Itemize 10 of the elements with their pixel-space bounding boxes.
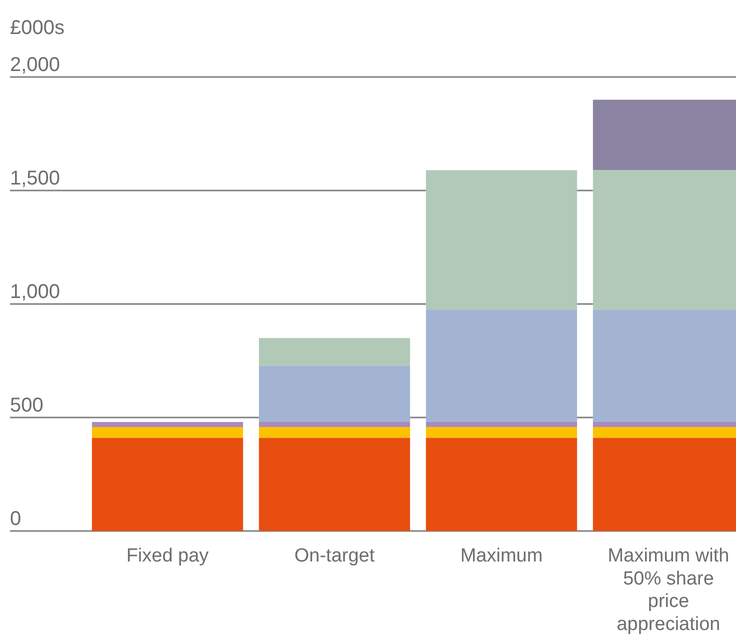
x-tick-label: Maximum with 50% share price appreciation bbox=[608, 546, 730, 635]
x-tick-label: Maximum bbox=[460, 546, 543, 567]
y-tick-label: 2,000 bbox=[10, 54, 60, 76]
y-tick-label: 0 bbox=[10, 508, 22, 530]
y-tick-label: 500 bbox=[10, 394, 44, 416]
y-tick-label: 1,000 bbox=[10, 281, 60, 303]
y-tick-label: 1,500 bbox=[10, 168, 60, 190]
x-tick-label: Fixed pay bbox=[126, 546, 210, 567]
x-tick-label: On-target bbox=[294, 546, 376, 567]
y-axis-title: £000s bbox=[10, 17, 64, 39]
